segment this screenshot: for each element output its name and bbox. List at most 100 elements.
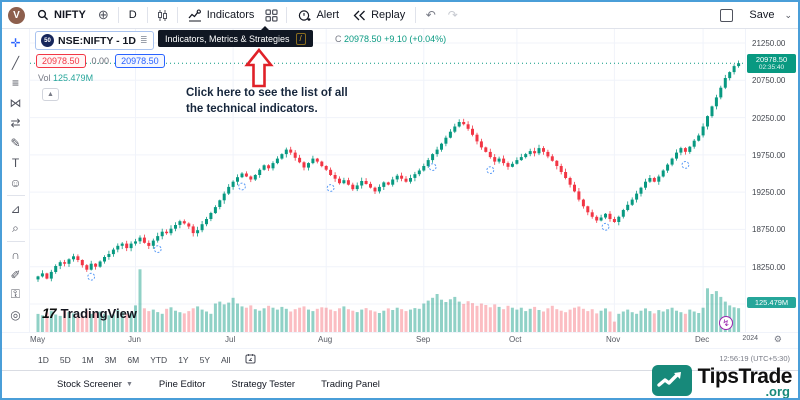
indicator-templates-icon[interactable] [264, 8, 279, 23]
range-button-1d[interactable]: 1D [38, 354, 49, 365]
spread-value: 0.00 [91, 56, 110, 66]
range-button-5d[interactable]: 5D [59, 354, 71, 365]
nifty-logo: 50 [41, 34, 54, 47]
trend-line-icon[interactable]: ╱ [11, 55, 20, 70]
month-label-aug: Aug [318, 335, 333, 344]
tipstrade-logo-icon [651, 365, 692, 396]
replay-button[interactable]: Replay [349, 6, 408, 25]
tradingview-watermark: 17 TradingView [42, 305, 137, 321]
bottom-tab-stock-screener[interactable]: Stock Screener ▼ [57, 379, 133, 390]
price-axis-label: 20750.00 [752, 76, 786, 85]
current-price-badge: 20978.50 02:35:40 [747, 54, 796, 73]
drawing-mode-icon[interactable]: ✐ [10, 267, 21, 282]
long-short-position-icon[interactable]: ⇄ [10, 115, 21, 130]
crosshair-icon[interactable]: ✛ [10, 35, 21, 50]
bottom-tab-trading-panel[interactable]: Trading Panel [321, 379, 380, 390]
price-axis-label: 21250.00 [752, 39, 786, 48]
month-label-jun: Jun [128, 335, 141, 344]
screener-caret-icon: ▼ [125, 381, 133, 388]
volume-value: 125.479M [53, 73, 94, 83]
user-avatar[interactable]: V [8, 6, 25, 24]
alert-button[interactable]: Alert [294, 6, 342, 25]
range-button-6m[interactable]: 6M [127, 354, 140, 365]
separator [415, 7, 417, 23]
month-label-dec: Dec [695, 335, 710, 344]
indicators-icon [188, 8, 203, 23]
bottom-tab-pine-editor[interactable]: Pine Editor [158, 379, 206, 390]
volume-label: Vol [38, 73, 51, 83]
price-axis[interactable]: 20978.50 02:35:40 125.479M 21250.00 20750… [745, 29, 798, 332]
range-button-3m[interactable]: 3M [104, 354, 117, 365]
change-value: +9.10 [384, 34, 407, 44]
bottom-tab-strategy-tester[interactable]: Strategy Tester [231, 379, 296, 390]
save-button[interactable]: Save [749, 9, 775, 21]
go-to-date-calendar-icon[interactable] [245, 353, 257, 366]
indicators-tooltip: Indicators, Metrics & Strategies / [158, 26, 313, 47]
text-tool-icon[interactable]: T [11, 155, 20, 170]
symbol-legend[interactable]: 50 NSE:NIFTY - 1D ≣ [35, 31, 154, 50]
quote-line: C 20978.50 +9.10 (+0.04%) [335, 34, 446, 44]
compare-add-icon[interactable]: ⊕ [97, 7, 109, 22]
lock-drawings-icon[interactable]: ⚿ [10, 287, 21, 301]
brush-icon[interactable]: ✎ [10, 135, 21, 150]
axis-settings-gear-icon[interactable]: ⚙ [773, 334, 782, 344]
alert-label: Alert [316, 9, 340, 21]
month-label-nov: Nov [606, 335, 621, 344]
indicators-button[interactable]: Indicators [185, 6, 258, 25]
price-axis-label: 18750.00 [752, 225, 786, 234]
replay-label: Replay [371, 9, 406, 21]
hide-drawings-icon[interactable]: ◎ [10, 307, 21, 322]
alert-clock-icon [297, 8, 312, 23]
clock-text[interactable]: 12:56:19 (UTC+5:30) [719, 354, 790, 363]
undo-icon[interactable]: ↶ [425, 8, 436, 22]
candlestick-chart[interactable] [30, 29, 745, 337]
chart-type-icon[interactable] [155, 8, 170, 23]
change-percent: (+0.04%) [409, 34, 447, 44]
bar-countdown: 02:35:40 [758, 64, 785, 71]
magnet-icon[interactable]: ∩ [11, 247, 20, 262]
fib-retracement-icon[interactable]: ≡ [11, 75, 19, 90]
tooltip-shortcut-badge: / [295, 32, 306, 45]
main-area: ✛ ╱ ≡ ⋈ ⇄ ✎ T ☺ ⊿ ⌕ ∩ ✐ ⚿ ◎ 50 NSE:NIFTY - 1D ≣ Indic… [2, 26, 798, 333]
range-button-5y[interactable]: 5Y [199, 354, 210, 365]
collapse-legend-button[interactable]: ▲ [42, 88, 59, 101]
save-dropdown-icon[interactable]: ⌄ [784, 9, 792, 20]
range-button-1m[interactable]: 1M [81, 354, 94, 365]
tipstrade-tld: .org [765, 384, 790, 399]
symbol-search-button[interactable]: NIFTY [32, 6, 89, 25]
price-axis-label: 20250.00 [752, 114, 786, 123]
toolbar-divider [6, 241, 25, 242]
volume-axis-badge: 125.479M [747, 297, 796, 308]
close-label: C [335, 34, 342, 44]
month-label-oct: Oct [509, 335, 522, 344]
top-toolbar: V NIFTY ⊕ D Indicators Ale [2, 2, 798, 29]
sell-button[interactable]: 20978.50 [36, 54, 86, 68]
redo-icon[interactable]: ↷ [447, 8, 458, 22]
zoom-in-icon[interactable]: ⌕ [12, 221, 19, 235]
interval-button[interactable]: D [128, 9, 137, 21]
tradingview-name: TradingView [60, 305, 137, 321]
buy-button[interactable]: 20978.50 [115, 54, 165, 68]
toolbar-divider [6, 195, 25, 196]
range-button-ytd[interactable]: YTD [150, 354, 168, 365]
range-button-all[interactable]: All [221, 354, 231, 365]
search-icon [35, 8, 50, 23]
instant-order-icon[interactable]: ↯ [719, 316, 733, 330]
symbol-menu-icon[interactable]: ≣ [139, 35, 148, 45]
separator [117, 7, 119, 23]
buy-sell-row: 20978.50 0.00 20978.50 [36, 54, 165, 68]
emoji-icon[interactable]: ☺ [9, 175, 22, 190]
time-axis[interactable]: May Jun Jul Aug Sep Oct Nov Dec 2024 ⚙ [2, 332, 798, 348]
xabcd-pattern-icon[interactable]: ⋈ [9, 95, 22, 110]
tooltip-text: Indicators, Metrics & Strategies [165, 33, 290, 44]
measure-icon[interactable]: ⊿ [10, 201, 21, 216]
range-button-1y[interactable]: 1Y [178, 354, 189, 365]
drawing-toolbar: ✛ ╱ ≡ ⋈ ⇄ ✎ T ☺ ⊿ ⌕ ∩ ✐ ⚿ ◎ [2, 29, 30, 332]
symbol-title: NSE:NIFTY - 1D [58, 34, 136, 47]
tipstrade-watermark: TipsTrade .org [651, 365, 793, 399]
layout-select-icon[interactable] [720, 8, 734, 22]
chart-area[interactable]: 50 NSE:NIFTY - 1D ≣ Indicators, Metrics … [30, 26, 745, 333]
month-label-sep: Sep [416, 335, 431, 344]
tooltip-pointer [260, 26, 270, 31]
